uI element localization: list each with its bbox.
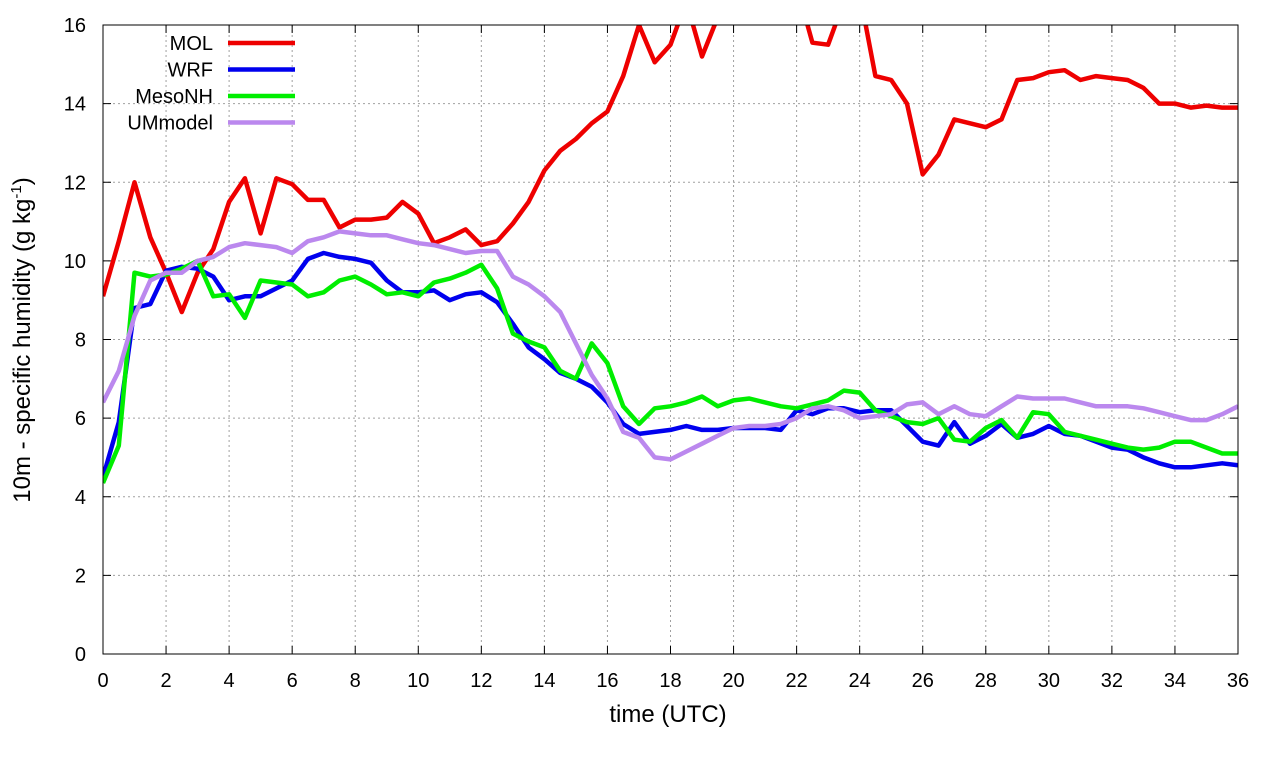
series-line — [103, 258, 1238, 484]
y-tick-label: 10 — [64, 251, 86, 273]
series-line — [103, 250, 1238, 478]
legend-label: MesoNH — [135, 86, 213, 108]
plot-frame — [102, 24, 1239, 655]
legend-label: UMmodel — [127, 113, 213, 135]
series-line — [103, 229, 1238, 462]
y-tick-label: 8 — [75, 330, 86, 352]
y-tick-label: 12 — [64, 172, 86, 194]
x-tick-label: 20 — [722, 670, 744, 692]
x-tick-label: 24 — [849, 670, 871, 692]
x-tick-label: 18 — [659, 670, 681, 692]
y-tick-label: 0 — [75, 644, 86, 666]
x-tick-label: 36 — [1227, 670, 1249, 692]
x-tick-label: 30 — [1038, 670, 1060, 692]
x-axis-label: time (UTC) — [609, 701, 726, 728]
x-tick-label: 26 — [912, 670, 934, 692]
y-axis-label: 10m - specific humidity (g kg-1) — [8, 177, 36, 502]
y-tick-label: 4 — [75, 487, 86, 509]
y-tick-label: 6 — [75, 408, 86, 430]
x-tick-label: 28 — [975, 670, 997, 692]
x-tick-label: 12 — [470, 670, 492, 692]
legend-label: MOL — [170, 33, 213, 55]
x-tick-label: 16 — [596, 670, 618, 692]
legend-label: WRF — [167, 60, 213, 82]
x-tick-label: 32 — [1101, 670, 1123, 692]
y-label-sup: -1 — [8, 185, 25, 198]
x-tick-label: 14 — [533, 670, 555, 692]
y-tick-label: 2 — [75, 565, 86, 587]
y-tick-label: 14 — [64, 94, 86, 116]
y-label-end: ) — [9, 177, 36, 185]
x-tick-label: 34 — [1164, 670, 1186, 692]
x-tick-label: 6 — [287, 670, 298, 692]
y-tick-label: 16 — [64, 15, 86, 37]
x-tick-label: 10 — [407, 670, 429, 692]
series-line — [103, 25, 1238, 315]
x-tick-label: 8 — [350, 670, 361, 692]
x-tick-label: 2 — [160, 670, 171, 692]
x-tick-label: 4 — [224, 670, 235, 692]
x-tick-label: 22 — [785, 670, 807, 692]
y-label-text: 10m - specific humidity (g kg — [9, 199, 36, 503]
x-tick-label: 0 — [97, 670, 108, 692]
